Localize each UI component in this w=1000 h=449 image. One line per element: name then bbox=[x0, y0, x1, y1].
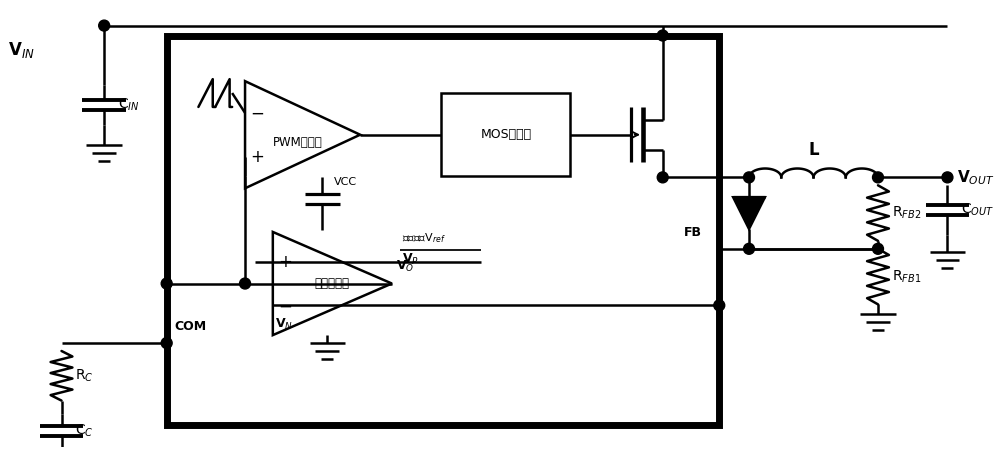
Text: $+$: $+$ bbox=[250, 148, 264, 166]
Text: R$_{FB1}$: R$_{FB1}$ bbox=[892, 269, 921, 285]
Text: VCC: VCC bbox=[334, 177, 357, 187]
Circle shape bbox=[744, 172, 754, 183]
Text: V$_{P}$: V$_{P}$ bbox=[402, 252, 419, 267]
Text: MOS管驱动: MOS管驱动 bbox=[480, 128, 532, 141]
Circle shape bbox=[744, 243, 754, 254]
Text: $+$: $+$ bbox=[278, 253, 292, 271]
Text: COM: COM bbox=[175, 320, 207, 333]
Text: V$_{OUT}$: V$_{OUT}$ bbox=[957, 168, 995, 187]
Text: PWM比较器: PWM比较器 bbox=[273, 136, 323, 149]
Bar bbox=[441, 93, 570, 176]
Circle shape bbox=[99, 20, 110, 31]
Circle shape bbox=[657, 30, 668, 41]
Text: $-$: $-$ bbox=[250, 104, 264, 122]
Circle shape bbox=[161, 338, 172, 348]
Circle shape bbox=[873, 172, 883, 183]
Circle shape bbox=[714, 300, 725, 311]
Text: V$_{N}$: V$_{N}$ bbox=[275, 317, 293, 332]
Circle shape bbox=[657, 172, 668, 183]
Text: 基准电压V$_{ref}$: 基准电压V$_{ref}$ bbox=[402, 231, 446, 245]
Circle shape bbox=[873, 243, 883, 254]
Text: C$_{IN}$: C$_{IN}$ bbox=[118, 97, 140, 113]
Text: V$_{O}$: V$_{O}$ bbox=[396, 259, 414, 273]
Text: C$_{C}$: C$_{C}$ bbox=[75, 423, 94, 439]
Text: 差分放大器: 差分放大器 bbox=[315, 277, 350, 290]
Text: R$_{C}$: R$_{C}$ bbox=[75, 368, 94, 384]
Circle shape bbox=[161, 278, 172, 289]
Text: $-$: $-$ bbox=[278, 296, 292, 314]
Text: FB: FB bbox=[683, 226, 701, 239]
Polygon shape bbox=[733, 197, 765, 229]
Text: C$_{OUT}$: C$_{OUT}$ bbox=[961, 202, 995, 218]
Text: R$_{FB2}$: R$_{FB2}$ bbox=[892, 205, 921, 221]
Circle shape bbox=[942, 172, 953, 183]
Bar bbox=[167, 35, 719, 425]
Circle shape bbox=[240, 278, 251, 289]
Text: L: L bbox=[808, 141, 819, 158]
Text: V$_{IN}$: V$_{IN}$ bbox=[8, 40, 35, 60]
